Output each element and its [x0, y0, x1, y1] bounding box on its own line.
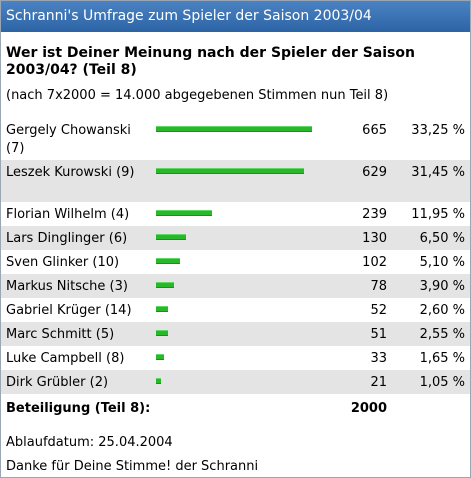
- result-bar: [156, 234, 186, 240]
- vote-count: 78: [370, 279, 387, 294]
- vote-count: 665: [362, 123, 387, 138]
- result-row: Marc Schmitt (5) 51 2,55 %: [1, 322, 470, 346]
- result-bar: [156, 282, 174, 288]
- result-row: Lars Dinglinger (6) 130 6,50 %: [1, 226, 470, 250]
- results-list: Gergely Chowanski (7) 665 33,25 % Leszek…: [1, 118, 470, 394]
- vote-count: 21: [370, 375, 387, 390]
- vote-percent: 1,65 %: [419, 351, 465, 366]
- poll-note: (nach 7x2000 = 14.000 abgegebenen Stimme…: [6, 88, 389, 103]
- result-bar: [156, 378, 161, 384]
- result-row: Markus Nitsche (3) 78 3,90 %: [1, 274, 470, 298]
- vote-percent: 5,10 %: [419, 255, 465, 270]
- candidate-name: Markus Nitsche (3): [6, 279, 128, 294]
- poll-title: Schranni's Umfrage zum Spieler der Saiso…: [1, 1, 470, 32]
- candidate-name: Gergely Chowanski (7): [6, 123, 131, 156]
- result-bar: [156, 306, 168, 312]
- result-row: Sven Glinker (10) 102 5,10 %: [1, 250, 470, 274]
- candidate-name: Leszek Kurowski (9): [6, 165, 135, 180]
- result-bar: [156, 354, 164, 360]
- vote-percent: 6,50 %: [419, 231, 465, 246]
- vote-percent: 11,95 %: [411, 207, 465, 222]
- candidate-name: Marc Schmitt (5): [6, 327, 115, 342]
- vote-percent: 31,45 %: [411, 165, 465, 180]
- poll-question: Wer ist Deiner Meinung nach der Spieler …: [6, 45, 415, 78]
- candidate-name: Lars Dinglinger (6): [6, 231, 128, 246]
- result-row: Florian Wilhelm (4) 239 11,95 %: [1, 202, 470, 226]
- result-bar: [156, 168, 304, 174]
- participation-value: 2000: [350, 401, 387, 416]
- candidate-name: Florian Wilhelm (4): [6, 207, 130, 222]
- vote-percent: 3,90 %: [419, 279, 465, 294]
- result-bar: [156, 210, 212, 216]
- vote-percent: 2,55 %: [419, 327, 465, 342]
- candidate-name: Luke Campbell (8): [6, 351, 125, 366]
- candidate-name: Dirk Grübler (2): [6, 375, 109, 390]
- vote-percent: 2,60 %: [419, 303, 465, 318]
- expiry-date: Ablaufdatum: 25.04.2004: [6, 435, 173, 450]
- thanks-message: Danke für Deine Stimme! der Schranni: [6, 459, 259, 474]
- result-row: Gabriel Krüger (14) 52 2,60 %: [1, 298, 470, 322]
- result-row: Gergely Chowanski (7) 665 33,25 %: [1, 118, 470, 160]
- result-row: Leszek Kurowski (9) 629 31,45 %: [1, 160, 470, 202]
- vote-count: 33: [370, 351, 387, 366]
- vote-count: 52: [370, 303, 387, 318]
- vote-percent: 33,25 %: [411, 123, 465, 138]
- vote-count: 239: [362, 207, 387, 222]
- result-bar: [156, 258, 180, 264]
- participation-label: Beteiligung (Teil 8):: [6, 401, 151, 416]
- vote-count: 629: [362, 165, 387, 180]
- result-bar: [156, 126, 312, 132]
- participation-row: Beteiligung (Teil 8): 2000: [1, 399, 470, 421]
- candidate-name: Gabriel Krüger (14): [6, 303, 132, 318]
- result-bar: [156, 330, 168, 336]
- vote-percent: 1,05 %: [419, 375, 465, 390]
- vote-count: 51: [370, 327, 387, 342]
- candidate-name: Sven Glinker (10): [6, 255, 120, 270]
- vote-count: 102: [362, 255, 387, 270]
- vote-count: 130: [362, 231, 387, 246]
- result-row: Luke Campbell (8) 33 1,65 %: [1, 346, 470, 370]
- result-row: Dirk Grübler (2) 21 1,05 %: [1, 370, 470, 394]
